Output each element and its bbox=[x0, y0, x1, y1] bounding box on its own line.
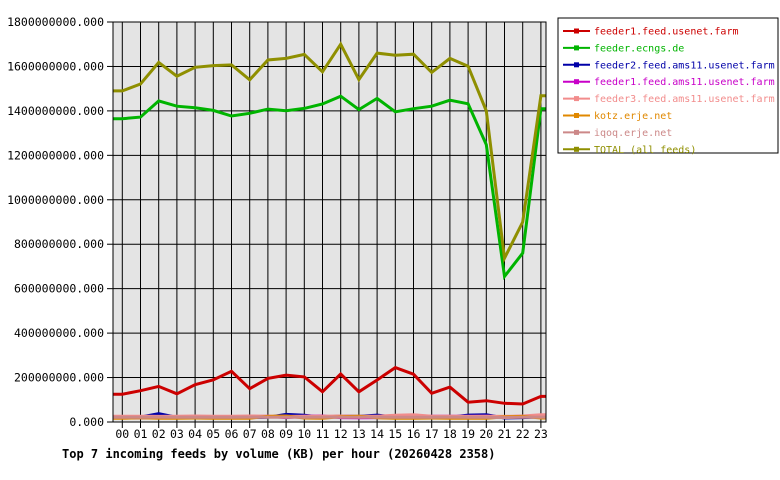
x-axis-label: 07 bbox=[243, 427, 257, 441]
legend-point-marker bbox=[574, 129, 579, 135]
y-axis-label: 1000000000.000 bbox=[7, 193, 104, 207]
x-axis-label: 06 bbox=[225, 427, 239, 441]
x-axis-label: 14 bbox=[370, 427, 384, 441]
y-axis-label: 1600000000.000 bbox=[7, 59, 104, 73]
x-axis-label: 05 bbox=[206, 427, 220, 441]
legend-label: TOTAL (all feeds) bbox=[594, 145, 696, 156]
legend-label: feeder1.feed.usenet.farm bbox=[594, 27, 739, 38]
axis-labels: 1800000000.000 1600000000.000 1400000000.0… bbox=[7, 15, 548, 441]
legend-label: feeder.ecngs.de bbox=[594, 43, 684, 54]
legend-point-marker bbox=[574, 62, 579, 68]
legend-point-marker bbox=[574, 28, 579, 34]
legend-entry-5: kotz.erje.net bbox=[563, 111, 672, 122]
plot-background bbox=[113, 22, 546, 422]
series-line-6 bbox=[113, 415, 546, 420]
y-axis-label: 800000000.000 bbox=[14, 237, 104, 251]
legend-label: kotz.erje.net bbox=[594, 111, 672, 122]
legend-label: feeder1.feed.ams11.usenet.farm bbox=[594, 77, 775, 88]
x-axis-label: 09 bbox=[279, 427, 293, 441]
legend-label: feeder2.feed.ams11.usenet.farm bbox=[594, 60, 775, 71]
y-axis-label: 200000000.000 bbox=[14, 371, 104, 385]
x-axis-label: 10 bbox=[297, 427, 311, 441]
x-axis-label: 21 bbox=[498, 427, 512, 441]
legend-entry-2: feeder2.feed.ams11.usenet.farm bbox=[563, 60, 775, 71]
x-axis-label: 22 bbox=[516, 427, 530, 441]
x-axis-label: 16 bbox=[407, 427, 421, 441]
series-line-7 bbox=[113, 41, 546, 264]
x-axis-label: 03 bbox=[170, 427, 184, 441]
y-axis-label: 400000000.000 bbox=[14, 326, 104, 340]
x-axis-label: 04 bbox=[188, 427, 202, 441]
legend-entry-7: TOTAL (all feeds) bbox=[563, 145, 696, 156]
y-axis-label: 1800000000.000 bbox=[7, 15, 104, 29]
legend-entry-3: feeder1.feed.ams11.usenet.farm bbox=[563, 77, 775, 88]
x-axis-label: 00 bbox=[115, 427, 129, 441]
legend-point-marker bbox=[574, 79, 579, 85]
legend-point-marker bbox=[574, 146, 579, 152]
x-axis-label: 15 bbox=[388, 427, 402, 441]
x-axis-label: 17 bbox=[425, 427, 439, 441]
x-axis-label: 12 bbox=[334, 427, 348, 441]
series-lines bbox=[113, 41, 546, 420]
y-axis-label: 1200000000.000 bbox=[7, 148, 104, 162]
x-axis-label: 01 bbox=[134, 427, 148, 441]
x-axis-label: 08 bbox=[261, 427, 275, 441]
plot-frame bbox=[107, 21, 547, 428]
x-axis-label: 13 bbox=[352, 427, 366, 441]
legend-entry-1: feeder.ecngs.de bbox=[563, 43, 684, 54]
x-axis-label: 02 bbox=[152, 427, 166, 441]
y-axis-label: 0.000 bbox=[69, 415, 104, 429]
legend-label: feeder3.feed.ams11.usenet.farm bbox=[594, 94, 775, 105]
legend-point-marker bbox=[574, 96, 579, 102]
legend-point-marker bbox=[574, 113, 579, 118]
y-axis-label: 600000000.000 bbox=[14, 282, 104, 296]
legend: feeder1.feed.usenet.farm feeder.ecngs.de f… bbox=[557, 17, 779, 156]
legend-entry-6: iqoq.erje.net bbox=[563, 128, 672, 139]
y-axis-label: 1400000000.000 bbox=[7, 104, 104, 118]
chart-title: Top 7 incoming feeds by volume (KB) per … bbox=[62, 447, 495, 461]
x-axis-label: 11 bbox=[316, 427, 330, 441]
series-line-0 bbox=[113, 365, 546, 406]
series-line-1 bbox=[113, 94, 546, 281]
legend-label: iqoq.erje.net bbox=[594, 128, 672, 139]
legend-box bbox=[557, 17, 779, 154]
x-axis-label: 18 bbox=[443, 427, 457, 441]
legend-point-marker bbox=[574, 45, 579, 51]
plot-border bbox=[112, 21, 547, 423]
x-axis-label: 19 bbox=[461, 427, 475, 441]
x-axis-label: 23 bbox=[534, 427, 548, 441]
plot-area bbox=[113, 22, 546, 422]
x-axis-label: 20 bbox=[479, 427, 493, 441]
legend-entry-0: feeder1.feed.usenet.farm bbox=[563, 27, 739, 38]
legend-entry-4: feeder3.feed.ams11.usenet.farm bbox=[563, 94, 775, 105]
